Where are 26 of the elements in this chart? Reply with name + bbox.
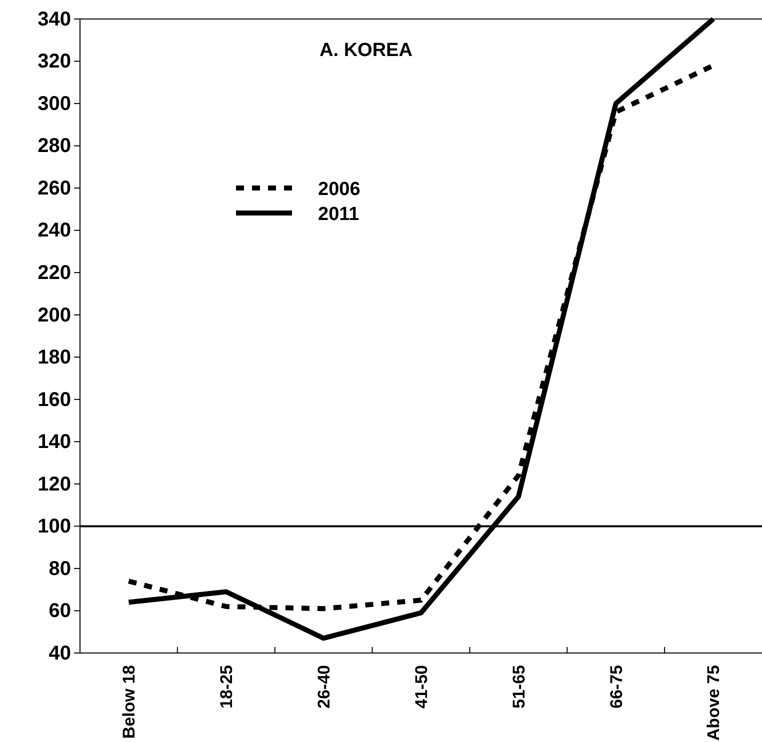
x-tick-label: 18-25 — [217, 665, 236, 708]
x-tick-label: Above 75 — [704, 665, 724, 741]
y-tick-label: 120 — [38, 473, 71, 496]
y-tick-label: 220 — [38, 262, 71, 284]
y-tick-label: 200 — [38, 304, 71, 326]
y-tick-label: 340 — [38, 8, 71, 30]
y-tick-label: 180 — [38, 346, 71, 369]
legend-label: 2006 — [318, 179, 360, 200]
x-tick-label: 66-75 — [606, 665, 626, 708]
legend-label: 2011 — [318, 204, 360, 225]
y-tick-label: 140 — [38, 431, 71, 454]
y-tick-label: 280 — [38, 135, 71, 158]
y-tick-label: 60 — [48, 600, 71, 622]
y-tick-label: 160 — [38, 388, 71, 411]
y-tick-label: 260 — [38, 177, 71, 200]
text: A. KOREA — [320, 40, 413, 61]
y-tick-label: 320 — [38, 50, 71, 73]
y-tick-label: 240 — [38, 220, 71, 242]
y-tick-label: 80 — [48, 558, 71, 580]
x-tick-label: 26-40 — [314, 665, 334, 708]
y-tick-label: 300 — [38, 92, 71, 115]
x-tick-label: 51-65 — [509, 665, 528, 708]
x-tick-label: Below 18 — [120, 665, 139, 739]
x-tick-label: 41-50 — [412, 665, 431, 708]
y-tick-label: 100 — [38, 516, 71, 538]
y-tick-label: 40 — [48, 642, 71, 664]
